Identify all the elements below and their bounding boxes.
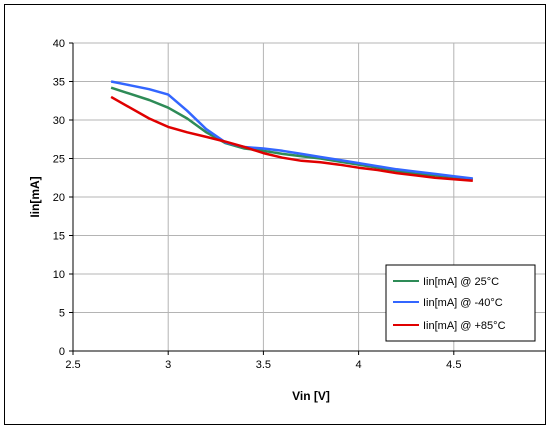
series-line-25c (110, 86, 473, 181)
series-line-plus85c (110, 95, 473, 183)
x-tick-label: 4.5 (446, 359, 461, 371)
x-tick-label: 2.5 (65, 359, 80, 371)
y-tick-label: 0 (59, 346, 65, 358)
x-tick-label: 3 (165, 359, 171, 371)
x-axis-title: Vin [V] (292, 389, 330, 403)
x-tick-label: 3.5 (256, 359, 271, 371)
y-tick-label: 25 (53, 154, 65, 166)
y-tick-label: 15 (53, 231, 65, 243)
grid-lines (73, 42, 545, 351)
y-tick-label: 35 (53, 77, 65, 89)
y-axis-title: Iin[mA] (28, 176, 42, 217)
legend-label-plus85c: Iin[mA] @ +85°C (423, 320, 506, 332)
legend-label-minus40c: Iin[mA] @ -40°C (423, 297, 503, 309)
y-tick-label: 5 (59, 308, 65, 320)
series-lines (110, 80, 473, 183)
y-tick-label: 30 (53, 115, 65, 127)
legend-label-25c: Iin[mA] @ 25°C (423, 276, 499, 288)
tick-labels: 2.533.544.550510152025303540 (53, 38, 462, 371)
line-chart: 2.533.544.550510152025303540 Vin [V] Iin… (28, 38, 545, 403)
axes (69, 42, 545, 355)
y-tick-label: 10 (53, 269, 65, 281)
y-tick-label: 40 (53, 38, 65, 50)
chart-frame: 2.533.544.550510152025303540 Vin [V] Iin… (4, 4, 546, 425)
x-tick-label: 4 (356, 359, 362, 371)
y-tick-label: 20 (53, 192, 65, 204)
legend: Iin[mA] @ 25°C Iin[mA] @ -40°C Iin[mA] @… (385, 264, 536, 342)
series-line-minus40c (110, 80, 473, 180)
